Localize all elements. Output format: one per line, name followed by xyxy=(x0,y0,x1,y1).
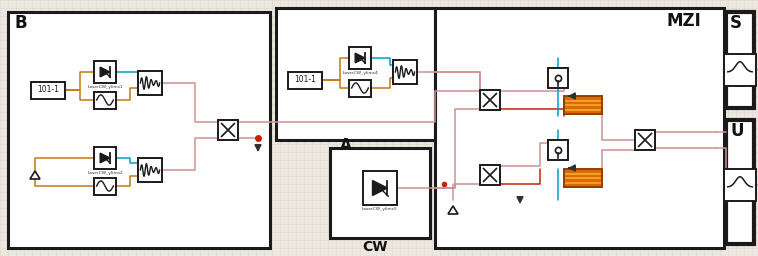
Text: 101-1: 101-1 xyxy=(294,76,316,84)
Bar xyxy=(330,148,430,238)
Bar xyxy=(94,61,116,83)
Bar xyxy=(635,130,655,150)
Text: CW: CW xyxy=(362,240,387,254)
Text: A: A xyxy=(340,138,352,153)
Bar xyxy=(564,96,602,114)
Bar xyxy=(138,158,162,182)
Bar xyxy=(8,12,270,248)
Bar xyxy=(138,71,162,95)
Bar xyxy=(363,171,397,205)
Bar xyxy=(726,120,754,244)
Bar xyxy=(288,72,322,89)
Bar xyxy=(94,147,116,169)
Polygon shape xyxy=(448,206,458,214)
Text: LaserCW_ylims2: LaserCW_ylims2 xyxy=(87,171,123,175)
Text: LaserCW_ylims4: LaserCW_ylims4 xyxy=(342,71,377,75)
Text: S: S xyxy=(730,14,742,32)
Text: MZI: MZI xyxy=(666,12,700,30)
Bar xyxy=(349,80,371,97)
Bar xyxy=(218,120,238,140)
Bar xyxy=(94,178,116,195)
Polygon shape xyxy=(100,153,110,163)
Bar xyxy=(548,68,568,88)
Text: LaserCW_ylims5: LaserCW_ylims5 xyxy=(362,207,398,211)
Text: LaserCW_ylims1: LaserCW_ylims1 xyxy=(87,85,123,89)
Text: U: U xyxy=(730,122,744,140)
Bar xyxy=(726,12,754,108)
Polygon shape xyxy=(372,180,387,196)
Polygon shape xyxy=(100,67,110,77)
Bar xyxy=(724,169,756,201)
Polygon shape xyxy=(356,53,365,63)
Polygon shape xyxy=(30,171,40,179)
Bar xyxy=(480,165,500,185)
Bar xyxy=(94,92,116,109)
Bar xyxy=(349,47,371,69)
Bar xyxy=(393,60,417,84)
Bar xyxy=(435,8,724,248)
Bar xyxy=(31,82,65,99)
Bar xyxy=(480,90,500,110)
Bar xyxy=(548,140,568,160)
Bar xyxy=(724,54,756,86)
Text: B: B xyxy=(14,14,27,32)
Text: 101-1: 101-1 xyxy=(37,86,59,94)
Bar xyxy=(564,169,602,187)
Bar xyxy=(276,8,435,140)
